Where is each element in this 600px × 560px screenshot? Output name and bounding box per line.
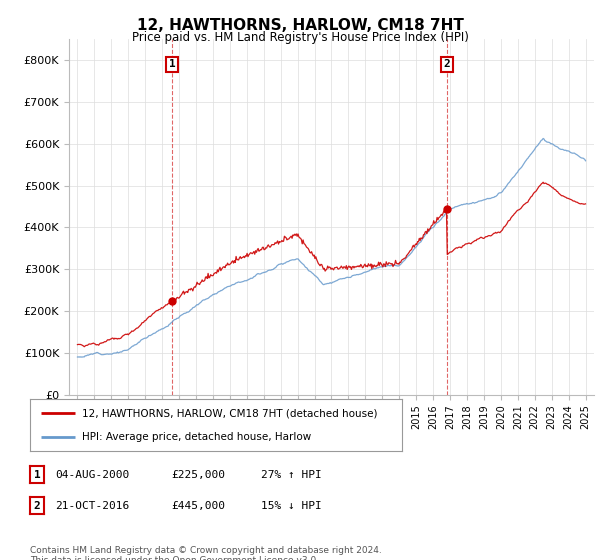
Text: 2: 2 (34, 501, 41, 511)
Text: HPI: Average price, detached house, Harlow: HPI: Average price, detached house, Harl… (82, 432, 311, 442)
Text: £445,000: £445,000 (171, 501, 225, 511)
Text: 21-OCT-2016: 21-OCT-2016 (55, 501, 130, 511)
Text: 27% ↑ HPI: 27% ↑ HPI (261, 470, 322, 480)
Text: 12, HAWTHORNS, HARLOW, CM18 7HT (detached house): 12, HAWTHORNS, HARLOW, CM18 7HT (detache… (82, 408, 377, 418)
Text: £225,000: £225,000 (171, 470, 225, 480)
Text: Contains HM Land Registry data © Crown copyright and database right 2024.
This d: Contains HM Land Registry data © Crown c… (30, 546, 382, 560)
Text: 1: 1 (34, 470, 41, 480)
Text: 1: 1 (169, 59, 176, 69)
Text: 12, HAWTHORNS, HARLOW, CM18 7HT: 12, HAWTHORNS, HARLOW, CM18 7HT (137, 18, 463, 33)
Text: Price paid vs. HM Land Registry's House Price Index (HPI): Price paid vs. HM Land Registry's House … (131, 31, 469, 44)
Text: 2: 2 (443, 59, 450, 69)
Text: 04-AUG-2000: 04-AUG-2000 (55, 470, 130, 480)
Text: 15% ↓ HPI: 15% ↓ HPI (261, 501, 322, 511)
